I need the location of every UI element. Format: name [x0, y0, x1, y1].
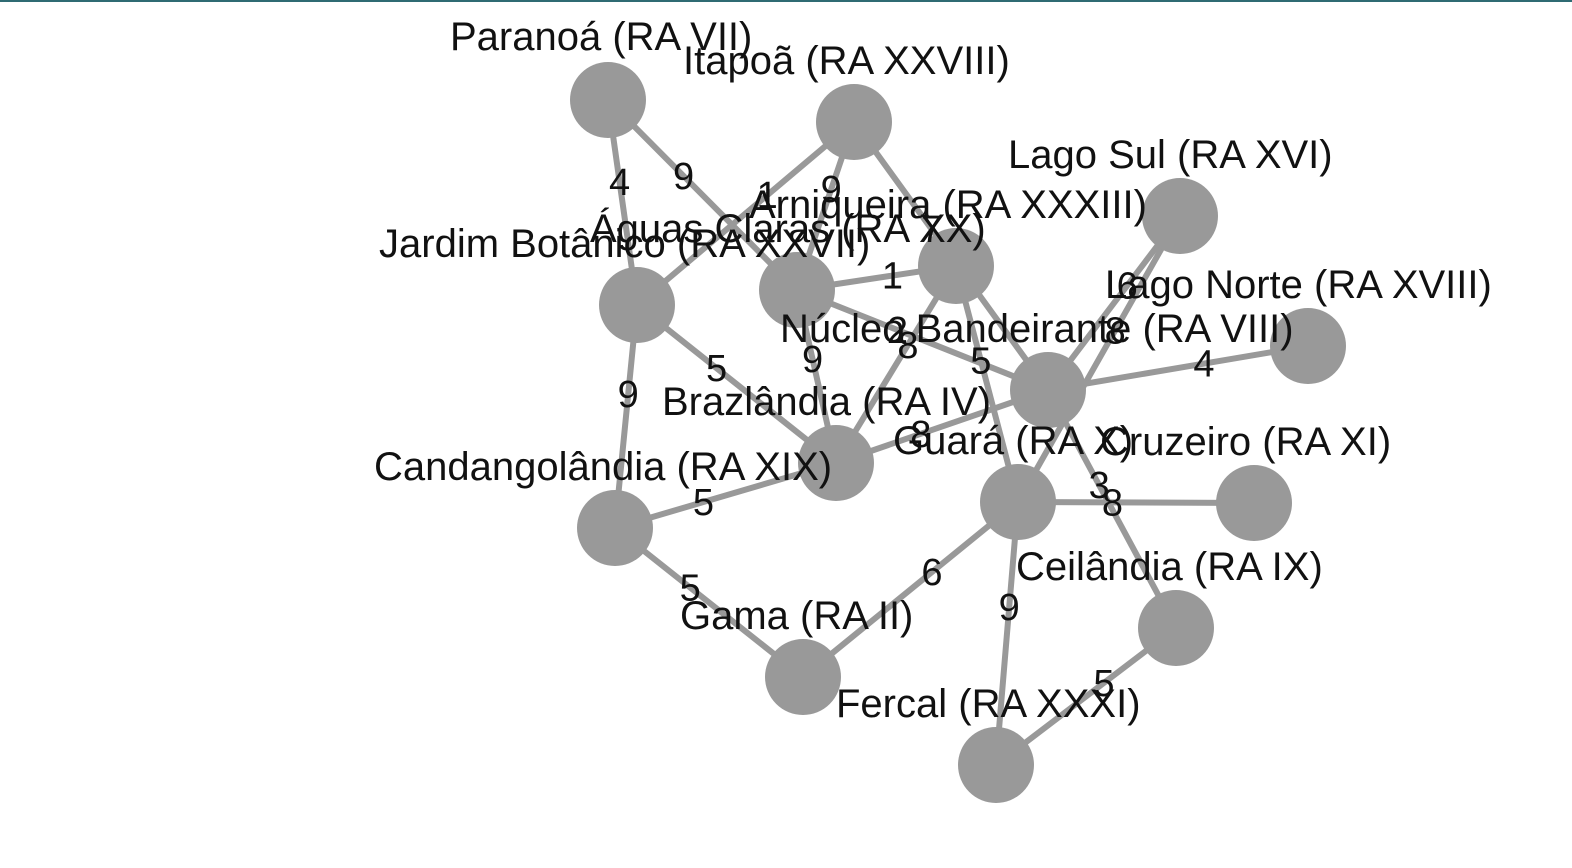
edge-weight-label: 9 [673, 156, 694, 198]
edge-jardim_botanico-brazlandia [634, 302, 839, 466]
edge-weight-label: 5 [693, 482, 714, 524]
node-fercal[interactable] [958, 727, 1034, 803]
node-label-nucleo_bandeirante: Núcleo Bandeirante (RA VIII) [780, 307, 1294, 351]
node-label-cruzeiro: Cruzeiro (RA XI) [1100, 420, 1391, 464]
edge-candangolandia-brazlandia [612, 460, 839, 531]
node-ceilandia[interactable] [1138, 590, 1214, 666]
edge-weight-label: 1 [757, 175, 778, 217]
top-border [0, 0, 1572, 2]
edge-lago_sul-guara [1015, 213, 1183, 505]
node-aguas_claras[interactable] [759, 252, 835, 328]
edge-weight-label: 9 [802, 339, 823, 381]
nodes-layer [570, 62, 1346, 803]
edge-weight-label: 5 [970, 340, 991, 382]
edge-weight-label: 3 [1089, 465, 1110, 507]
node-cruzeiro[interactable] [1216, 465, 1292, 541]
edge-weight-label: 5 [1093, 663, 1114, 705]
node-candangolandia[interactable] [577, 490, 653, 566]
edge-paranoa-aguas_claras [605, 97, 800, 293]
node-label-gama: Gama (RA II) [680, 594, 913, 638]
edge-weight-label: 9 [821, 169, 842, 211]
edge-weight-label: 8 [1105, 310, 1126, 352]
edge-aguas_claras-nucleo_bandeirante [794, 287, 1051, 393]
edge-weight-label: 6 [1117, 266, 1138, 308]
node-label-guara: Guará (RA X) [893, 419, 1133, 463]
edge-weight-label: 1 [882, 256, 903, 298]
node-label-ceilandia: Ceilândia (RA IX) [1016, 545, 1323, 589]
edge-weight-label: 2 [887, 310, 908, 352]
node-itapoa[interactable] [816, 84, 892, 160]
node-arniqueira[interactable] [918, 228, 994, 304]
node-label-itapoa: Itapoã (RA XXVIII) [683, 39, 1010, 83]
node-label-lago_norte: Lago Norte (RA XVIII) [1105, 263, 1492, 307]
node-label-aguas_claras: Águas Claras (RA XX) [590, 206, 986, 251]
node-guara[interactable] [980, 464, 1056, 540]
node-label-fercal: Fercal (RA XXXI) [836, 682, 1141, 726]
edge-guara-cruzeiro [1015, 499, 1257, 506]
edge-candangolandia-gama [612, 525, 806, 680]
edge-weight-label: 5 [706, 348, 727, 390]
node-brazlandia[interactable] [798, 425, 874, 501]
node-label-brazlandia: Brazlândia (RA IV) [662, 380, 991, 424]
edge-weight-label: 6 [921, 552, 942, 594]
node-gama[interactable] [765, 639, 841, 715]
node-label-jardim_botanico: Jardim Botânico (RA XXVII) [379, 222, 870, 266]
node-jardim_botanico[interactable] [599, 267, 675, 343]
edge-weight-label: 8 [1102, 482, 1123, 524]
edge-weight-label: 5 [680, 568, 701, 610]
edge-guara-gama [800, 499, 1021, 680]
edge-weight-label: 8 [897, 325, 918, 367]
edge-weight-label: 4 [1193, 344, 1214, 386]
node-lago_sul[interactable] [1142, 178, 1218, 254]
node-paranoa[interactable] [570, 62, 646, 138]
edge-arniqueira-brazlandia [833, 263, 959, 466]
edge-lago_norte-nucleo_bandeirante [1045, 343, 1311, 393]
edge-weight-label: 4 [609, 162, 630, 204]
edge-itapoa-jardim_botanico [634, 119, 857, 308]
edge-weight-label: 8 [910, 414, 931, 456]
edge-arniqueira-guara [953, 263, 1021, 505]
edge-weight-label: 9 [999, 587, 1020, 629]
edge-guara-fercal [993, 499, 1021, 768]
node-label-candangolandia: Candangolândia (RA XIX) [374, 445, 832, 489]
node-nucleo_bandeirante[interactable] [1010, 352, 1086, 428]
node-label-paranoa: Paranoá (RA VII) [450, 15, 752, 59]
node-lago_norte[interactable] [1270, 308, 1346, 384]
edge-weight-label: 7 [921, 209, 942, 251]
node-label-arniqueira: Arniqueira (RA XXXIII) [749, 183, 1147, 227]
edge-nucleo_bandeirante-ceilandia [1045, 387, 1179, 631]
edge-weight-label: 9 [618, 374, 639, 416]
node-labels-layer: Paranoá (RA VII)Itapoã (RA XXVIII) Lago S… [374, 15, 1492, 726]
node-label-lago_sul: Lago Sul (RA XVI) [1008, 133, 1333, 177]
